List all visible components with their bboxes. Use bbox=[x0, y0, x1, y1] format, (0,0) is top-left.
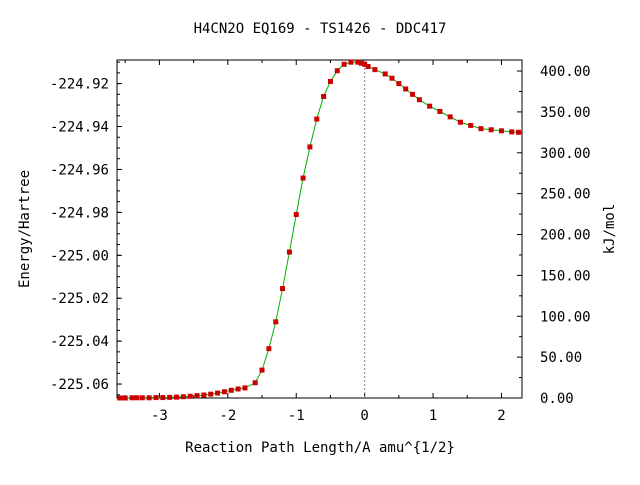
y2-tick-label: 50.00 bbox=[540, 350, 582, 366]
data-point bbox=[221, 389, 227, 395]
data-point bbox=[167, 394, 173, 400]
data-point bbox=[174, 394, 180, 400]
y-tick-label: -225.04 bbox=[50, 334, 109, 350]
data-point bbox=[252, 380, 258, 386]
data-point bbox=[180, 394, 186, 400]
data-point bbox=[139, 395, 145, 401]
x-tick-label: 1 bbox=[429, 408, 437, 424]
data-point bbox=[372, 67, 378, 73]
x-tick-label: -1 bbox=[288, 408, 305, 424]
data-point bbox=[358, 60, 364, 66]
y2-tick-label: 400.00 bbox=[540, 64, 591, 80]
data-point bbox=[314, 116, 320, 122]
series-line bbox=[119, 61, 519, 399]
data-point bbox=[194, 393, 200, 399]
data-point bbox=[293, 212, 299, 218]
y-tick-label: -224.96 bbox=[50, 162, 109, 178]
y2-axis-label: kJ/mol bbox=[602, 204, 618, 255]
x-tick-label: 0 bbox=[360, 408, 368, 424]
y2-tick-label: 200.00 bbox=[540, 228, 591, 244]
plot-frame bbox=[116, 59, 523, 399]
data-point bbox=[410, 91, 416, 97]
data-point bbox=[273, 319, 279, 325]
x-tick-label: 2 bbox=[497, 408, 505, 424]
data-point bbox=[280, 286, 286, 292]
y-tick-label: -225.00 bbox=[50, 248, 109, 264]
data-point bbox=[447, 114, 453, 120]
data-point bbox=[457, 119, 463, 125]
data-point bbox=[498, 128, 504, 134]
y2-tick-label: 350.00 bbox=[540, 105, 591, 121]
data-point bbox=[341, 61, 347, 67]
x-tick-label: -2 bbox=[219, 408, 236, 424]
data-point bbox=[365, 63, 371, 69]
data-point bbox=[146, 395, 152, 401]
data-point bbox=[235, 386, 241, 392]
x-tick-label: -3 bbox=[151, 408, 168, 424]
data-point bbox=[300, 175, 306, 181]
data-point bbox=[362, 61, 368, 67]
data-point bbox=[468, 122, 474, 128]
data-point bbox=[286, 249, 292, 255]
data-point bbox=[129, 395, 135, 401]
data-point bbox=[509, 129, 515, 135]
data-point bbox=[334, 68, 340, 74]
data-point bbox=[403, 86, 409, 92]
data-point bbox=[187, 393, 193, 399]
x-axis-label: Reaction Path Length/A amu^{1/2} bbox=[185, 440, 455, 456]
data-point bbox=[488, 127, 494, 133]
y-tick-label: -225.02 bbox=[50, 291, 109, 307]
y2-tick-label: 300.00 bbox=[540, 146, 591, 162]
y-tick-label: -224.98 bbox=[50, 205, 109, 221]
data-point bbox=[321, 93, 327, 99]
data-point bbox=[416, 97, 422, 103]
data-point bbox=[355, 59, 361, 65]
data-point bbox=[478, 126, 484, 132]
data-point bbox=[208, 391, 214, 397]
y-axis-label: Energy/Hartree bbox=[17, 170, 33, 288]
data-point bbox=[153, 395, 159, 401]
y-tick-label: -224.92 bbox=[50, 77, 109, 93]
data-point bbox=[382, 71, 388, 77]
chart-title: H4CN2O EQ169 - TS1426 - DDC417 bbox=[194, 21, 447, 37]
data-point bbox=[327, 78, 333, 84]
data-point bbox=[259, 367, 265, 373]
data-point bbox=[266, 346, 272, 352]
data-point bbox=[389, 75, 395, 81]
y2-tick-label: 150.00 bbox=[540, 268, 591, 284]
data-point bbox=[437, 109, 443, 115]
data-point bbox=[215, 390, 221, 396]
y2-tick-label: 100.00 bbox=[540, 309, 591, 325]
series-points bbox=[117, 59, 522, 401]
data-point bbox=[201, 392, 207, 398]
data-point bbox=[160, 395, 166, 401]
y-tick-label: -224.94 bbox=[50, 120, 109, 136]
y2-tick-label: 0.00 bbox=[540, 391, 574, 407]
data-point bbox=[396, 81, 402, 87]
y-axis-right: 0.00 50.00 100.00 150.00 200.00 250.00 300.00 3… bbox=[517, 64, 591, 407]
data-point bbox=[228, 387, 234, 393]
data-point bbox=[122, 395, 128, 401]
data-point bbox=[242, 385, 248, 391]
data-point bbox=[307, 144, 313, 150]
y-tick-label: -225.06 bbox=[50, 377, 109, 393]
y-axis-left: -224.92 -224.94 -224.96 -224.98 -225.00 -225.… bbox=[50, 61, 122, 396]
data-point bbox=[348, 59, 354, 65]
y2-tick-label: 250.00 bbox=[540, 187, 591, 203]
data-point bbox=[427, 103, 433, 109]
data-point bbox=[134, 395, 140, 401]
data-point bbox=[516, 129, 522, 135]
